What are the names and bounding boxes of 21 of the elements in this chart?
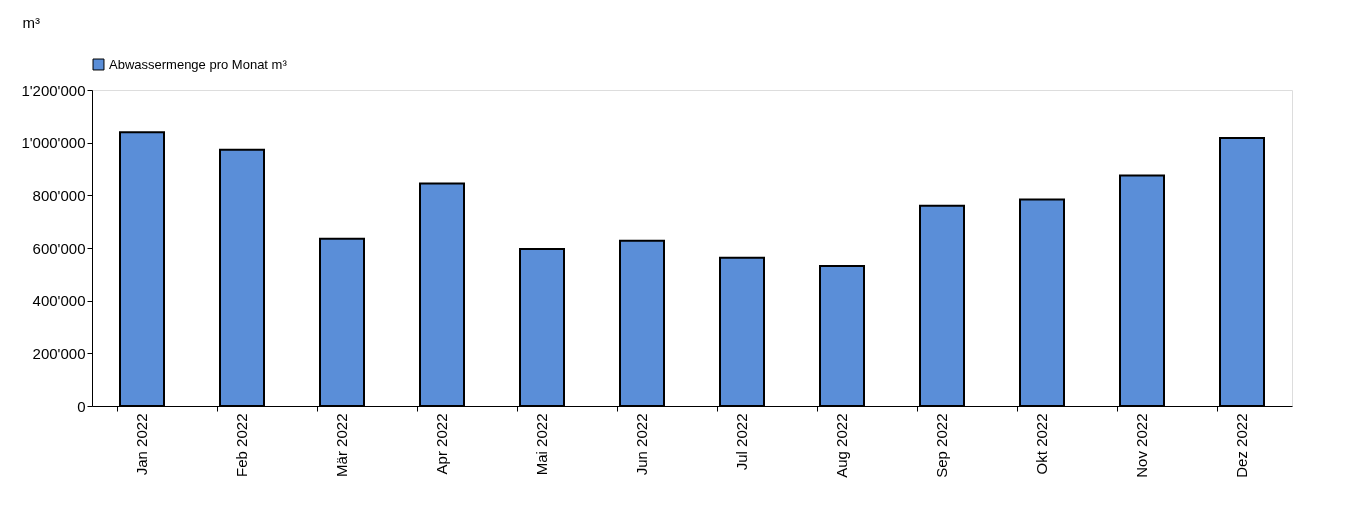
- y-tick-label: 1'200'000: [21, 81, 86, 99]
- y-tick-label: 0: [77, 397, 86, 415]
- y-tick-label: 600'000: [32, 239, 86, 257]
- legend-label: Abwassermenge pro Monat m³: [109, 56, 288, 72]
- x-tick-label: Mär 2022: [333, 413, 350, 477]
- x-tick-label: Mai 2022: [533, 413, 550, 476]
- x-tick-label: Dez 2022: [1233, 413, 1250, 478]
- x-tick-label: Okt 2022: [1033, 413, 1050, 475]
- y-tick-label: 1'000'000: [21, 134, 86, 152]
- x-tick-label: Aug 2022: [833, 413, 850, 478]
- x-tick-label: Apr 2022: [433, 413, 450, 475]
- x-tick-label: Nov 2022: [1133, 413, 1150, 478]
- y-tick-label: 800'000: [32, 186, 86, 204]
- y-tick-label: 200'000: [32, 344, 86, 362]
- y-axis-title: m³: [22, 13, 40, 31]
- x-tick-label: Jan 2022: [133, 413, 150, 476]
- y-tick-label: 400'000: [32, 292, 86, 310]
- x-tick-label: Jun 2022: [633, 413, 650, 476]
- x-tick-label: Jul 2022: [733, 413, 750, 471]
- x-tick-label: Sep 2022: [933, 413, 950, 478]
- x-tick-label: Feb 2022: [233, 413, 250, 477]
